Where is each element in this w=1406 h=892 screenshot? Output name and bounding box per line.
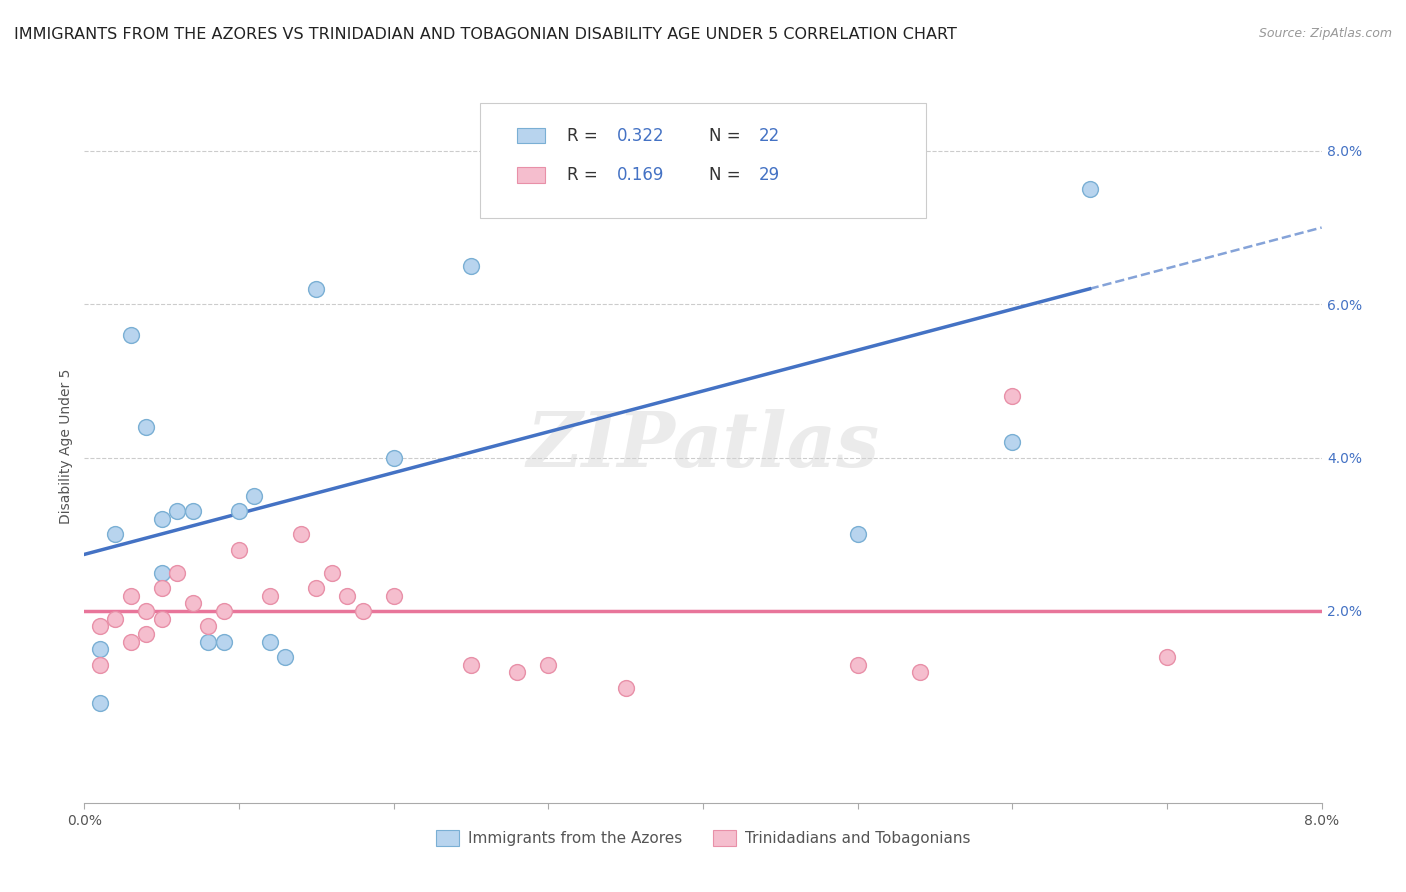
Point xyxy=(89,696,111,710)
Point xyxy=(614,681,637,695)
Point xyxy=(846,527,869,541)
Legend: Immigrants from the Azores, Trinidadians and Tobagonians: Immigrants from the Azores, Trinidadians… xyxy=(430,824,976,852)
Point xyxy=(506,665,529,680)
Point xyxy=(150,566,173,580)
Point xyxy=(382,589,405,603)
Point xyxy=(228,504,250,518)
Point xyxy=(181,596,204,610)
Text: IMMIGRANTS FROM THE AZORES VS TRINIDADIAN AND TOBAGONIAN DISABILITY AGE UNDER 5 : IMMIGRANTS FROM THE AZORES VS TRINIDADIA… xyxy=(14,27,957,42)
Text: R =: R = xyxy=(567,127,603,145)
Point xyxy=(104,612,127,626)
Point xyxy=(150,581,173,595)
Text: 0.322: 0.322 xyxy=(616,127,664,145)
Point xyxy=(89,619,111,633)
Point xyxy=(166,566,188,580)
Point xyxy=(305,581,328,595)
Point xyxy=(197,634,219,648)
FancyBboxPatch shape xyxy=(517,167,544,183)
Point xyxy=(89,657,111,672)
Point xyxy=(352,604,374,618)
Point xyxy=(274,650,297,665)
Point xyxy=(305,282,328,296)
Point xyxy=(908,665,931,680)
Point xyxy=(120,327,142,342)
Point xyxy=(1001,389,1024,403)
Point xyxy=(460,657,482,672)
Point xyxy=(336,589,359,603)
Text: Source: ZipAtlas.com: Source: ZipAtlas.com xyxy=(1258,27,1392,40)
Text: N =: N = xyxy=(709,127,747,145)
Point xyxy=(382,450,405,465)
Point xyxy=(460,259,482,273)
FancyBboxPatch shape xyxy=(481,103,925,218)
Point xyxy=(259,589,281,603)
Text: 22: 22 xyxy=(759,127,780,145)
Point xyxy=(150,612,173,626)
Point xyxy=(537,182,560,196)
Point xyxy=(1001,435,1024,450)
Point xyxy=(120,634,142,648)
Point xyxy=(150,512,173,526)
Text: 29: 29 xyxy=(759,166,780,184)
Point xyxy=(120,589,142,603)
Point xyxy=(846,657,869,672)
Point xyxy=(321,566,343,580)
Point xyxy=(228,542,250,557)
Point xyxy=(89,642,111,657)
Point xyxy=(197,619,219,633)
Point xyxy=(212,634,235,648)
Text: R =: R = xyxy=(567,166,603,184)
Point xyxy=(243,489,266,503)
Text: ZIPatlas: ZIPatlas xyxy=(526,409,880,483)
Point xyxy=(135,627,157,641)
FancyBboxPatch shape xyxy=(517,128,544,144)
Point xyxy=(1156,650,1178,665)
Text: 0.169: 0.169 xyxy=(616,166,664,184)
Y-axis label: Disability Age Under 5: Disability Age Under 5 xyxy=(59,368,73,524)
Point xyxy=(290,527,312,541)
Point xyxy=(1078,182,1101,196)
Text: N =: N = xyxy=(709,166,747,184)
Point xyxy=(166,504,188,518)
Point xyxy=(104,527,127,541)
Point xyxy=(135,604,157,618)
Point xyxy=(135,419,157,434)
Point xyxy=(212,604,235,618)
Point xyxy=(537,657,560,672)
Point xyxy=(181,504,204,518)
Point xyxy=(259,634,281,648)
